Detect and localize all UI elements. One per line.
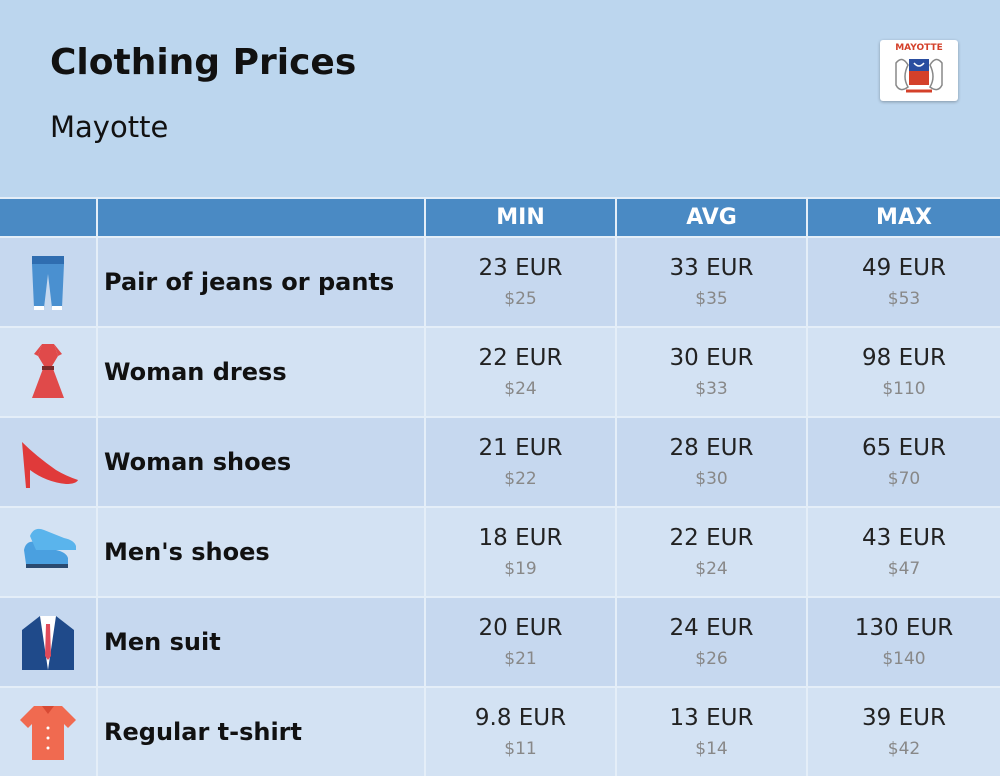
price-usd: $70 bbox=[887, 469, 921, 489]
flag: MAYOTTE bbox=[880, 40, 958, 101]
price-usd: $24 bbox=[695, 559, 728, 579]
price-eur: 9.8 EUR bbox=[474, 705, 567, 731]
price-usd: $140 bbox=[882, 649, 926, 669]
price-cell: 24 EUR $26 bbox=[617, 598, 806, 686]
price-cell: 43 EUR $47 bbox=[808, 508, 1000, 596]
item-icon bbox=[32, 256, 64, 310]
price-eur: 43 EUR bbox=[862, 525, 946, 551]
header-cell bbox=[98, 199, 424, 236]
price-cell: 39 EUR $42 bbox=[808, 688, 1000, 776]
price-usd: $14 bbox=[695, 739, 728, 759]
price-usd: $22 bbox=[504, 469, 537, 489]
price-eur: 30 EUR bbox=[669, 345, 754, 371]
price-eur: 28 EUR bbox=[669, 435, 754, 461]
price-eur: 39 EUR bbox=[862, 705, 946, 731]
item-icon bbox=[20, 706, 76, 760]
icon-cell bbox=[0, 688, 96, 776]
price-eur: 21 EUR bbox=[478, 435, 563, 461]
item-label: Men suit bbox=[98, 598, 424, 686]
column-header: AVG bbox=[617, 199, 806, 236]
price-usd: $26 bbox=[695, 649, 728, 669]
item-icon bbox=[22, 616, 74, 670]
icon-cell bbox=[0, 418, 96, 506]
icon-cell bbox=[0, 328, 96, 416]
price-eur: 98 EUR bbox=[862, 345, 946, 371]
price-eur: 24 EUR bbox=[669, 615, 754, 641]
price-cell: 49 EUR $53 bbox=[808, 238, 1000, 326]
item-label: Woman dress bbox=[98, 328, 424, 416]
column-header: MAX bbox=[808, 199, 1000, 236]
price-usd: $47 bbox=[887, 559, 921, 579]
price-eur: 49 EUR bbox=[862, 255, 946, 281]
price-cell: 20 EUR $21 bbox=[426, 598, 615, 686]
price-usd: $53 bbox=[887, 289, 921, 309]
price-usd: $110 bbox=[882, 379, 926, 399]
price-usd: $25 bbox=[504, 289, 537, 309]
price-eur: 18 EUR bbox=[478, 525, 563, 551]
price-usd: $21 bbox=[504, 649, 537, 669]
price-cell: 130 EUR $140 bbox=[808, 598, 1000, 686]
price-cell: 28 EUR $30 bbox=[617, 418, 806, 506]
column-header: MIN bbox=[426, 199, 615, 236]
price-usd: $35 bbox=[695, 289, 728, 309]
price-eur: 20 EUR bbox=[478, 615, 563, 641]
price-eur: 33 EUR bbox=[669, 255, 754, 281]
price-table: MIN AVG MAX Pair of jeans or pants 23 EUR $25… bbox=[0, 197, 1000, 776]
price-usd: $24 bbox=[504, 379, 537, 399]
price-cell: 13 EUR $14 bbox=[617, 688, 806, 776]
price-cell: 9.8 EUR $11 bbox=[426, 688, 615, 776]
item-icon bbox=[24, 528, 76, 568]
price-cell: 33 EUR $35 bbox=[617, 238, 806, 326]
price-cell: 22 EUR $24 bbox=[617, 508, 806, 596]
icon-cell bbox=[0, 508, 96, 596]
price-cell: 21 EUR $22 bbox=[426, 418, 615, 506]
price-cell: 65 EUR $70 bbox=[808, 418, 1000, 506]
price-cell: 22 EUR $24 bbox=[426, 328, 615, 416]
price-cell: 30 EUR $33 bbox=[617, 328, 806, 416]
price-eur: 130 EUR bbox=[854, 615, 954, 641]
icon-cell bbox=[0, 598, 96, 686]
item-label: Woman shoes bbox=[98, 418, 424, 506]
price-eur: 13 EUR bbox=[669, 705, 754, 731]
price-usd: $19 bbox=[504, 559, 537, 579]
title: Clothing Prices bbox=[50, 42, 357, 83]
item-label: Regular t-shirt bbox=[98, 688, 424, 776]
item-label: Pair of jeans or pants bbox=[98, 238, 424, 326]
price-usd: $33 bbox=[695, 379, 728, 399]
price-usd: $42 bbox=[887, 739, 921, 759]
header-cell bbox=[0, 199, 96, 236]
price-eur: 22 EUR bbox=[669, 525, 754, 551]
price-usd: $30 bbox=[695, 469, 728, 489]
item-label: Men's shoes bbox=[98, 508, 424, 596]
subtitle: Mayotte bbox=[50, 110, 169, 144]
flag-emblem bbox=[895, 58, 943, 93]
icon-cell bbox=[0, 238, 96, 326]
price-eur: 65 EUR bbox=[862, 435, 946, 461]
item-icon bbox=[22, 442, 78, 488]
item-icon bbox=[32, 344, 64, 398]
price-usd: $11 bbox=[504, 739, 537, 759]
price-cell: 98 EUR $110 bbox=[808, 328, 1000, 416]
price-cell: 18 EUR $19 bbox=[426, 508, 615, 596]
flag-label: MAYOTTE bbox=[895, 43, 943, 53]
price-eur: 22 EUR bbox=[478, 345, 563, 371]
price-eur: 23 EUR bbox=[478, 255, 563, 281]
price-cell: 23 EUR $25 bbox=[426, 238, 615, 326]
